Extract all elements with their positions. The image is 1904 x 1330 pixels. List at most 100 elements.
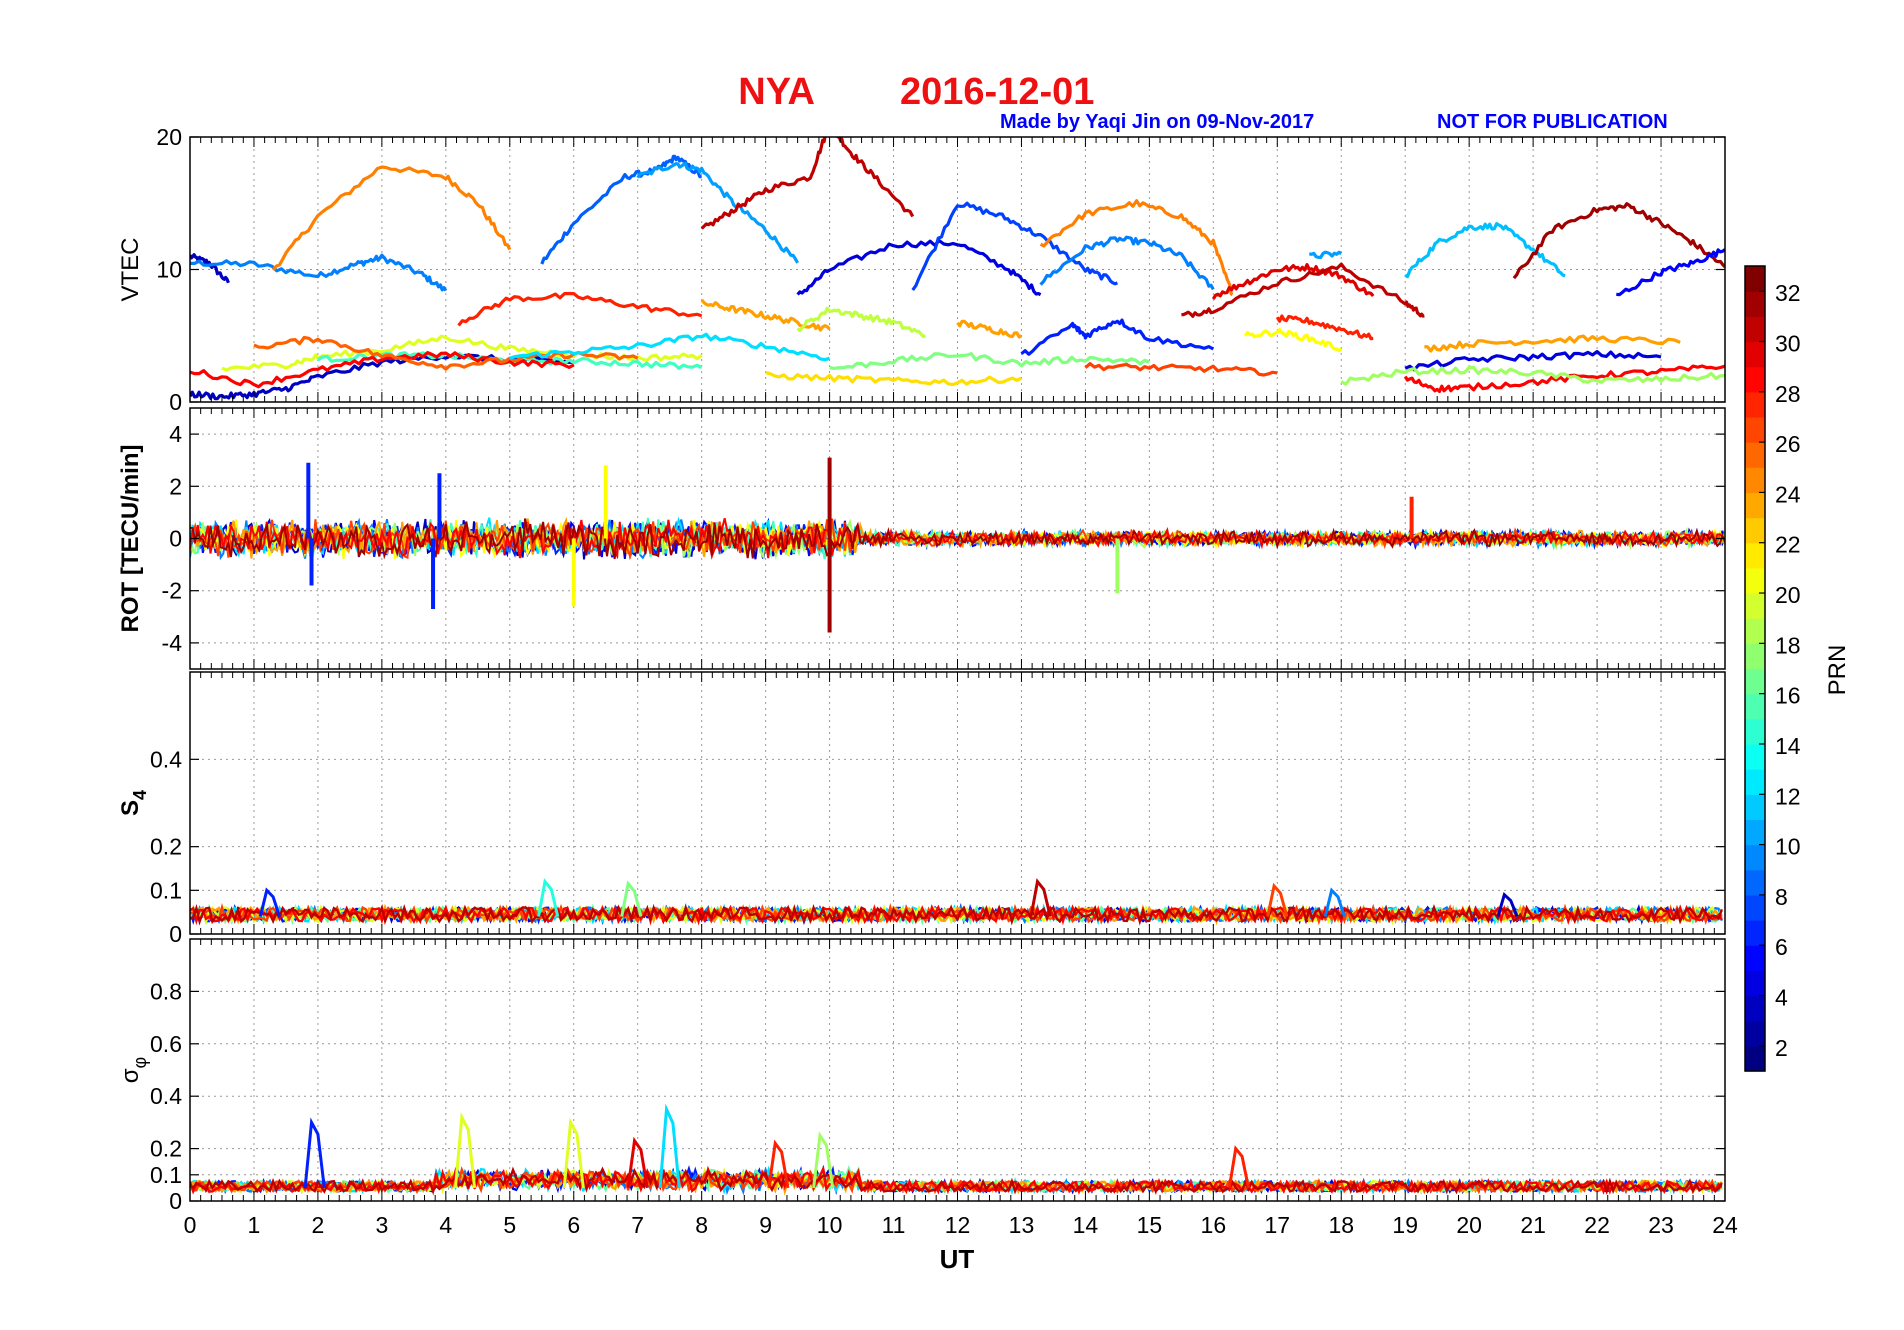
vtec-series-prn-32 (1512, 202, 1725, 280)
x-tick-label: 14 (1073, 1212, 1099, 1238)
colorbar-segment (1745, 467, 1765, 494)
colorbar-segment (1745, 1020, 1765, 1047)
y-tick-label: 2 (169, 473, 182, 499)
colorbar-tick-label: 6 (1775, 934, 1788, 960)
x-tick-label: 8 (695, 1212, 708, 1238)
y-tick-label: 20 (156, 124, 182, 150)
y-axis-label: ROT [TECU/min] (117, 445, 144, 633)
vtec-series-prn-27 (1084, 362, 1278, 377)
s4-peak (1496, 891, 1519, 918)
grid (190, 939, 1725, 1201)
sigma_phi-peak (562, 1117, 585, 1189)
colorbar-segment (1745, 693, 1765, 720)
panel-sigma_phi: 00.10.2 0.4 0.6 0.8 σφ (117, 938, 1726, 1214)
colorbar-label: PRN (1824, 645, 1851, 696)
colorbar-tick-label: 12 (1775, 783, 1801, 809)
vtec-series-prn-9 (190, 253, 448, 292)
colorbar-tick-label: 18 (1775, 632, 1801, 658)
colorbar-segment (1745, 869, 1765, 896)
x-tick-label: 4 (439, 1212, 452, 1238)
sigma_phi-series-prn-31 (190, 1166, 1723, 1196)
station-title: NYA (738, 71, 815, 113)
x-tick-label: 3 (375, 1212, 388, 1238)
x-axis-label: UT (940, 1244, 975, 1274)
x-axis: 0 1 2 3 4 5 6 7 8 9 10 11 12 13 14 15 16 17 18 19 20 21 22 23 24 (184, 1212, 1738, 1238)
x-tick-label: 23 (1648, 1212, 1674, 1238)
x-tick-label: 11 (882, 1212, 906, 1238)
colorbar-segment (1745, 341, 1765, 368)
colorbar-segment (1745, 995, 1765, 1022)
y-tick-label: 0.2 (150, 1136, 182, 1162)
sigma_phi-peak (658, 1103, 681, 1189)
colorbar-tick-label: 22 (1775, 532, 1801, 558)
vtec-series-prn-4 (1404, 350, 1662, 372)
colorbar-segment (1745, 970, 1765, 997)
sigma_phi-peak (767, 1139, 790, 1189)
colorbar-segment (1745, 542, 1765, 569)
vtec-series-prn-5 (1616, 248, 1725, 297)
panel-s4: 0 0.1 0.2 0.4S4 (117, 671, 1726, 947)
y-tick-label: 10 (156, 257, 182, 283)
sigma_phi-peak (453, 1111, 477, 1189)
colorbar-segment (1745, 894, 1765, 921)
x-tick-label: 19 (1392, 1212, 1418, 1238)
credit-note: Made by Yaqi Jin on 09-Nov-2017 (1000, 111, 1314, 133)
x-tick-label: 9 (759, 1212, 772, 1238)
colorbar-tick-label: 30 (1775, 330, 1801, 356)
panel-vtec: 0 10 20 VTEC (117, 124, 1726, 415)
x-tick-label: 21 (1520, 1212, 1546, 1238)
s4-series-prn-31 (190, 903, 1723, 926)
y-tick-label: 0.6 (150, 1031, 182, 1057)
y-tick-label: 0.4 (150, 1083, 182, 1109)
colorbar-segment (1745, 743, 1765, 770)
date-title: 2016-12-01 (900, 71, 1094, 113)
x-tick-label: 17 (1264, 1212, 1290, 1238)
series-group (190, 1103, 1723, 1196)
x-tick-label: 6 (567, 1212, 580, 1238)
sigma_phi-peak (812, 1131, 835, 1189)
colorbar-tick-label: 2 (1775, 1035, 1788, 1061)
x-tick-label: 18 (1328, 1212, 1354, 1238)
panel-rot: -4 -2 0 2 4 ROT [TECU/min] (117, 407, 1726, 670)
colorbar-tick-label: 4 (1775, 985, 1788, 1011)
y-tick-label: 0 (169, 1188, 182, 1214)
vtec-series-prn-4 (796, 239, 1042, 297)
s4-peak (1323, 887, 1346, 917)
colorbar-segment (1745, 920, 1765, 946)
colorbar-tick-label: 32 (1775, 280, 1801, 306)
y-axis-label: S4 (117, 790, 150, 816)
publication-notice: NOT FOR PUBLICATION (1437, 111, 1668, 133)
colorbar-tick-label: 16 (1775, 683, 1801, 709)
y-axis-label: VTEC (117, 237, 144, 301)
series-group (190, 137, 1725, 401)
colorbar-tick-label: 20 (1775, 582, 1801, 608)
vtec-series-prn-17 (829, 352, 1151, 370)
colorbar-segment (1745, 844, 1765, 871)
s4-peak (620, 880, 643, 917)
y-tick-label: 0 (169, 389, 182, 415)
vtec-series-prn-30 (1211, 263, 1375, 300)
vtec-series-prn-28 (457, 291, 703, 327)
colorbar-tick-label: 24 (1775, 481, 1801, 507)
x-tick-label: 10 (817, 1212, 843, 1238)
colorbar-segment (1745, 643, 1765, 670)
colorbar-segment (1745, 266, 1765, 292)
colorbar-tick-label: 28 (1775, 381, 1801, 407)
colorbar-frame (1744, 265, 1766, 1072)
x-tick-label: 13 (1009, 1212, 1035, 1238)
colorbar-segment (1745, 668, 1765, 695)
colorbar-segment (1745, 366, 1765, 393)
colorbar-tick-label: 26 (1775, 431, 1801, 457)
colorbar-segment (1745, 492, 1765, 519)
sigma_phi-series-prn-27 (190, 1166, 1723, 1195)
colorbar-segment (1745, 618, 1765, 644)
vtec-series-prn-11 (1404, 222, 1566, 279)
y-tick-label: -4 (162, 630, 183, 656)
x-tick-label: 2 (312, 1212, 325, 1238)
vtec-series-prn-29 (190, 351, 575, 389)
vtec-series-prn-10 (1308, 250, 1343, 259)
colorbar-segment (1745, 316, 1765, 343)
colorbar-segment (1745, 416, 1765, 443)
grid (190, 672, 1725, 934)
